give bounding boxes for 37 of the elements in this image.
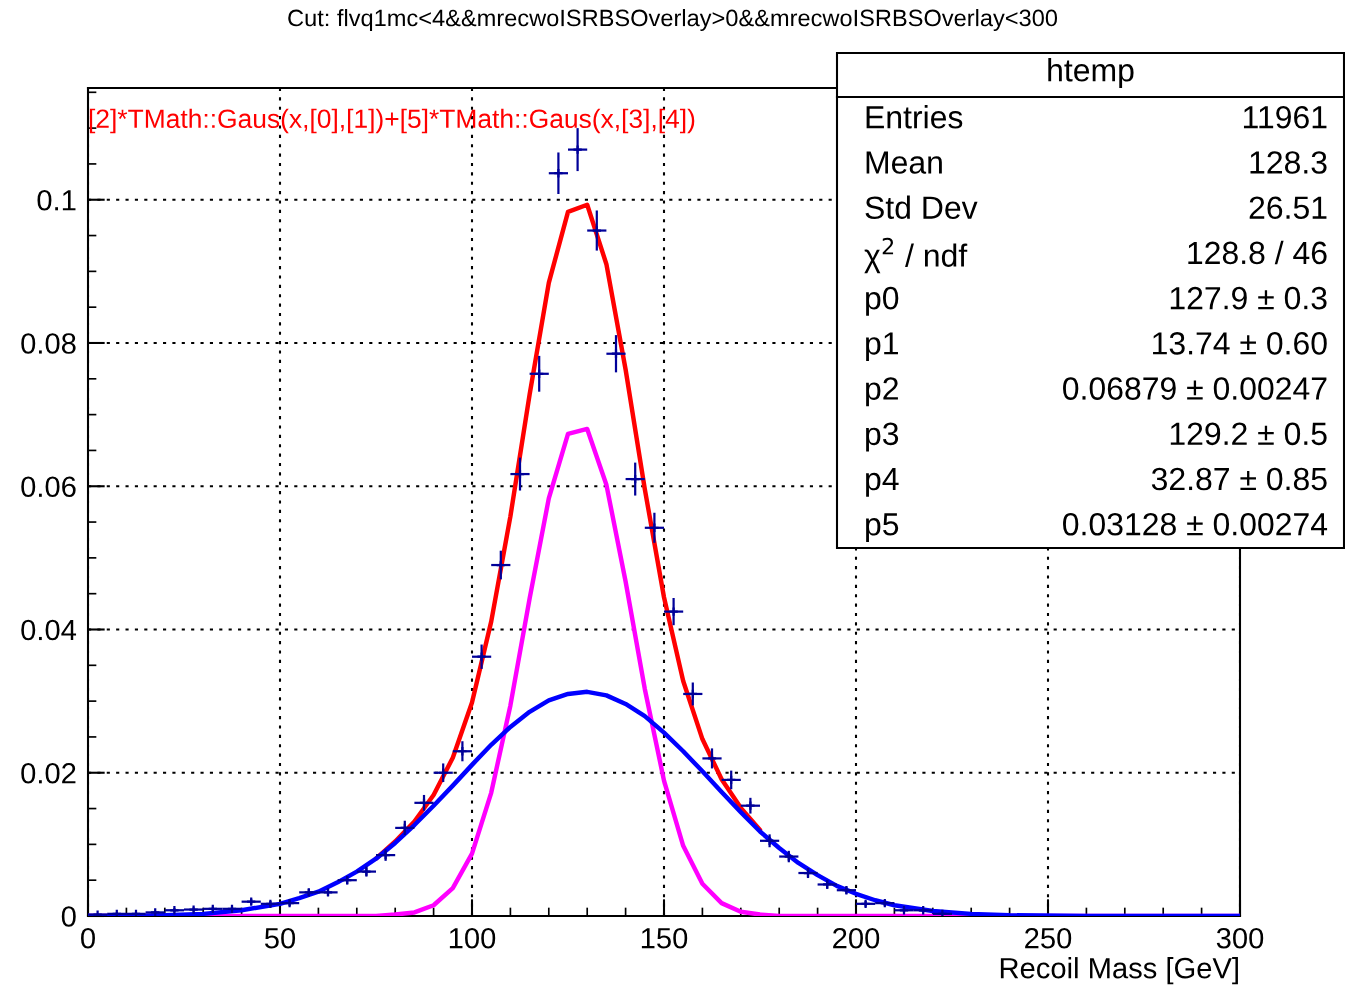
x-tick-label: 250 xyxy=(1025,927,1072,949)
text: 26.51 xyxy=(1249,196,1327,220)
chart-title: Cut: flvq1mc<4&&mrecwoISRBSOverlay>0&&mrecwoISRBSOverlay<300 xyxy=(288,9,1058,31)
x-tick-label: 200 xyxy=(833,927,880,949)
x-tick-label: 100 xyxy=(449,927,496,949)
annotation: p0 xyxy=(866,286,899,316)
text: htemp xyxy=(1048,58,1134,88)
annotation: [2]*TMath::Gaus(x,[0],[1])+[5]*TMath::Gaus(x,[3],[4]) xyxy=(89,108,695,134)
x-tick-label: 300 xyxy=(1216,927,1264,949)
annotation: Mean xyxy=(866,151,942,174)
annotation: 129.2 ± 0.5 xyxy=(1170,422,1327,446)
annotation: 0.03128 ± 0.00274 xyxy=(1063,512,1328,536)
annotation: p4 xyxy=(866,468,899,497)
annotation: χ$^{2}$ / ndf xyxy=(864,237,968,274)
x-axis-title: Recoil Mass [GeV] xyxy=(1000,957,1238,985)
annotation: 32.87 ± 0.85 xyxy=(1151,467,1327,491)
x-tick-label: 150 xyxy=(641,927,688,949)
y-tick-label: 0.08 xyxy=(21,333,76,354)
annotation: Std Dev xyxy=(865,195,978,220)
y-tick-label: 0.04 xyxy=(21,619,77,641)
annotation: 127.9 ± 0.3 xyxy=(1170,286,1327,310)
text: 128.3 xyxy=(1250,151,1327,174)
x-tick-label: 0 xyxy=(81,927,95,949)
y-tick-label: 0.1 xyxy=(37,189,76,211)
x-tick-label: 50 xyxy=(264,927,296,949)
annotation: 13.74 ± 0.60 xyxy=(1153,332,1327,355)
annotation: p5 xyxy=(866,513,899,542)
annotation: Entries xyxy=(866,105,963,129)
annotation: p3 xyxy=(866,422,899,452)
annotation: 0.06879 ± 0.00247 xyxy=(1063,377,1327,400)
y-tick-label: 0.06 xyxy=(21,476,76,498)
annotation: 128.8 / 46 xyxy=(1188,240,1327,265)
y-tick-label: 0 xyxy=(61,906,76,927)
annotation: p1 xyxy=(866,332,898,361)
annotation: p2 xyxy=(866,377,898,407)
y-tick-label: 0.02 xyxy=(21,762,76,784)
text: 11961 xyxy=(1243,105,1327,129)
